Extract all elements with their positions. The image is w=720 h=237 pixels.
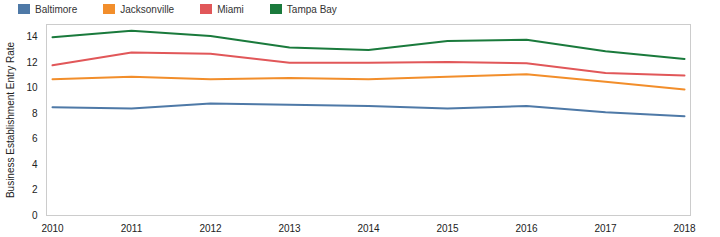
svg-text:2018: 2018 xyxy=(673,223,696,234)
svg-text:2010: 2010 xyxy=(41,223,64,234)
svg-text:2013: 2013 xyxy=(278,223,301,234)
svg-text:2012: 2012 xyxy=(199,223,222,234)
svg-text:4: 4 xyxy=(32,159,38,170)
svg-text:10: 10 xyxy=(26,82,38,93)
svg-text:2011: 2011 xyxy=(121,223,143,234)
svg-text:2014: 2014 xyxy=(357,223,380,234)
svg-text:0: 0 xyxy=(32,210,38,221)
svg-text:14: 14 xyxy=(26,31,38,42)
svg-text:2015: 2015 xyxy=(436,223,459,234)
html-text:Baltimore: Baltimore xyxy=(35,3,78,15)
svg-text:2: 2 xyxy=(32,184,38,195)
svg-text:Business Establishment Entry R: Business Establishment Entry Rate xyxy=(5,41,16,198)
svg-text:6: 6 xyxy=(32,133,38,144)
svg-text:2016: 2016 xyxy=(515,223,538,234)
html-text:Tampa Bay: Tampa Bay xyxy=(286,3,337,15)
svg-text:8: 8 xyxy=(32,108,38,119)
svg-text:12: 12 xyxy=(26,57,38,68)
html-text:Miami: Miami xyxy=(217,3,244,15)
svg-text:2017: 2017 xyxy=(594,223,617,234)
html-text:Jacksonville: Jacksonville xyxy=(120,3,175,15)
